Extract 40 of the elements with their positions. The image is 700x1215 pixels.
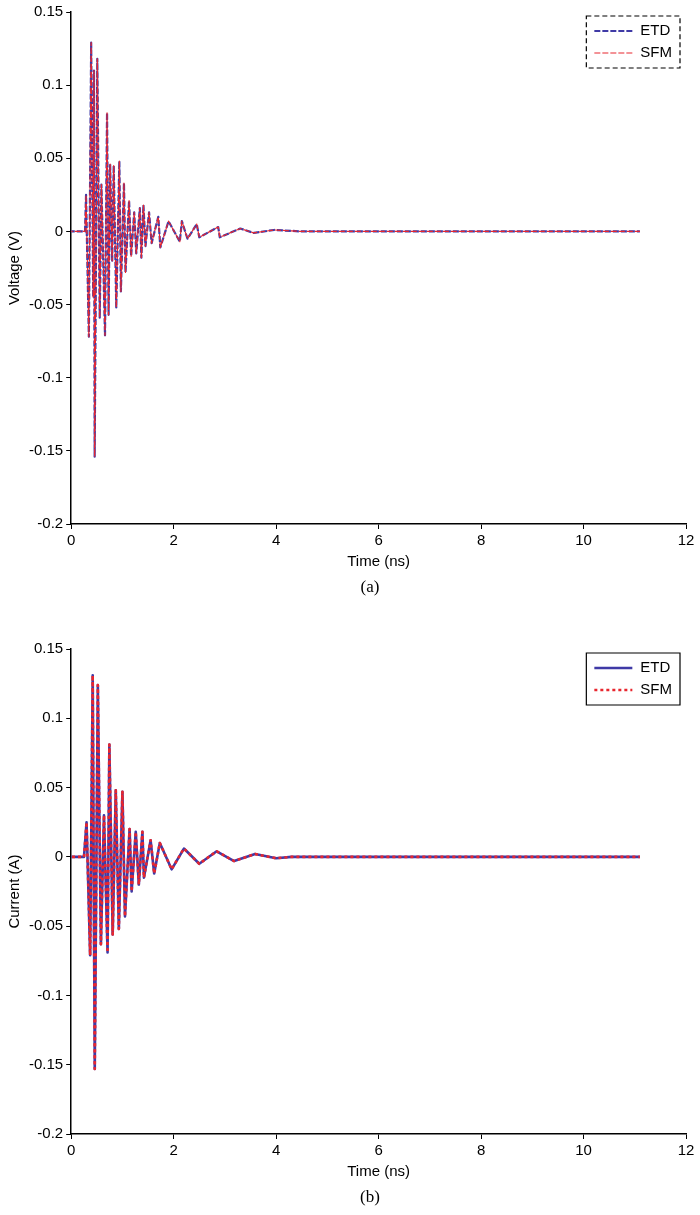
x-tick-label: 0 [67, 531, 76, 549]
legend-label: SFM [640, 43, 673, 61]
x-tick-label: 0 [67, 1141, 76, 1159]
legend-label: ETD [640, 658, 671, 676]
y-tick-label: 0.1 [42, 708, 64, 726]
y-tick-label: -0.2 [37, 514, 64, 532]
x-tick-label: 10 [575, 1141, 592, 1159]
y-tick-label: 0 [54, 847, 64, 864]
y-tick-label: -0.1 [37, 367, 64, 385]
x-tick-label: 8 [476, 531, 486, 549]
y-tick-label: -0.15 [28, 441, 64, 458]
y-tick-label: 0.15 [33, 2, 64, 20]
y-tick-label: 0 [54, 221, 64, 239]
y-tick-label: -0.15 [28, 1054, 64, 1072]
text: (b) [359, 1186, 381, 1208]
text: (a) [359, 576, 381, 598]
x-tick-label: 10 [575, 531, 592, 549]
x-tick-label: 4 [271, 531, 281, 549]
y-tick-label: -0.2 [37, 1124, 64, 1142]
x-tick-label: 12 [677, 531, 695, 549]
x-tick-label: 4 [271, 1141, 281, 1159]
x-axis-title: Time (ns) [347, 552, 410, 570]
y-axis-title: Voltage (V) [5, 230, 23, 306]
y-tick-label: 0.05 [33, 777, 64, 795]
x-tick-label: 12 [677, 1141, 695, 1159]
x-tick-label: 2 [169, 1141, 178, 1159]
y-tick-label: 0.15 [33, 639, 64, 657]
y-tick-label: 0.05 [33, 148, 64, 166]
legend-label: ETD [640, 21, 671, 39]
y-tick-label: 0.1 [42, 75, 64, 93]
x-tick-label: 6 [374, 531, 383, 549]
y-tick-label: -0.1 [37, 985, 64, 1003]
x-tick-label: 2 [169, 531, 178, 549]
x-tick-label: 8 [476, 1141, 486, 1159]
x-tick-label: 6 [374, 1141, 383, 1159]
y-axis-title: Current (A) [5, 854, 23, 929]
legend-label: SFM [640, 680, 673, 698]
y-tick-label: -0.05 [28, 294, 64, 312]
y-tick-label: -0.05 [28, 916, 64, 934]
x-axis-title: Time (ns) [347, 1162, 410, 1180]
